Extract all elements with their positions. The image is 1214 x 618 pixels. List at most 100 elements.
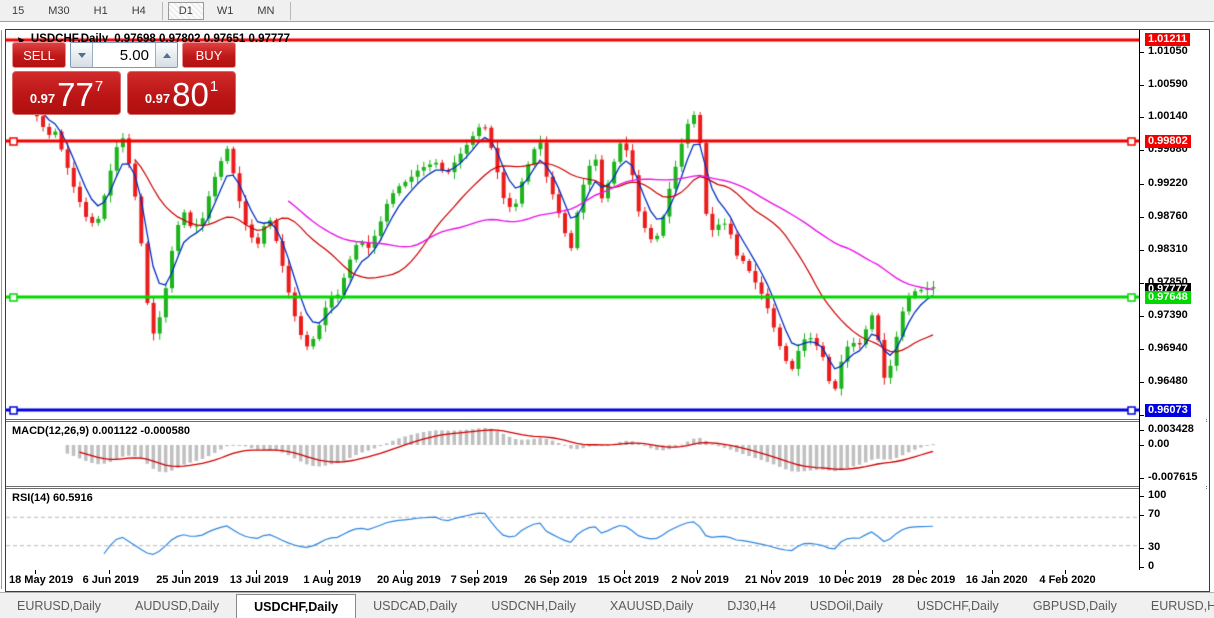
price-level-label: 1.01211 bbox=[1145, 33, 1191, 46]
price-axis-label: 0.96940 bbox=[1148, 342, 1188, 354]
date-axis-label: 1 Aug 2019 bbox=[303, 574, 362, 586]
tab-gbpusd-daily[interactable]: GBPUSD,Daily bbox=[1032, 599, 1117, 613]
indicator-axis-tick bbox=[1140, 548, 1144, 549]
indicator-axis-label: 0 bbox=[1148, 560, 1155, 572]
tab-usdchf-daily[interactable]: USDCHF,Daily bbox=[916, 599, 999, 613]
date-axis-tick bbox=[1065, 570, 1067, 574]
price-axis-tick bbox=[1140, 250, 1144, 251]
price-axis-tick bbox=[1140, 217, 1144, 218]
date-axis-tick bbox=[844, 570, 846, 574]
macd-indicator-label: MACD(12,26,9) 0.001122 -0.000580 bbox=[12, 425, 190, 437]
indicator-axis-tick bbox=[1140, 430, 1144, 431]
indicator-axis-tick bbox=[1140, 567, 1144, 568]
date-axis-label: 4 Feb 2020 bbox=[1039, 574, 1096, 586]
tab-usdcad-daily[interactable]: USDCAD,Daily bbox=[373, 599, 458, 613]
price-axis-label: 0.99220 bbox=[1148, 177, 1188, 189]
date-axis-label: 16 Jan 2020 bbox=[965, 574, 1028, 586]
price-axis-label: 1.01050 bbox=[1148, 45, 1188, 57]
timeframe-button-d1[interactable]: D1 bbox=[167, 1, 204, 20]
date-axis-tick bbox=[771, 570, 772, 574]
indicator-axis-label: 100 bbox=[1148, 489, 1167, 501]
price-axis-border bbox=[1139, 30, 1140, 570]
sell-price-prefix: 0.97 bbox=[29, 91, 56, 106]
panel-divider[interactable] bbox=[6, 486, 1207, 489]
date-axis-tick bbox=[255, 570, 257, 574]
toolbar-separator bbox=[161, 1, 163, 20]
price-level-label: 0.99802 bbox=[1145, 135, 1191, 148]
date-axis-label: 25 Jun 2019 bbox=[156, 574, 219, 586]
date-axis-tick bbox=[182, 570, 184, 574]
date-axis-label: 6 Jun 2019 bbox=[82, 574, 139, 586]
tab-dj30-h4[interactable]: DJ30,H4 bbox=[727, 599, 776, 613]
indicator-axis-tick bbox=[1140, 478, 1144, 479]
date-axis-tick bbox=[476, 570, 478, 574]
toolbar-separator bbox=[290, 1, 292, 20]
price-axis[interactable]: 1.01050 1.00590 1.00140 0.99680 0.99220 0.987… bbox=[1140, 30, 1206, 572]
triangle-up-icon bbox=[162, 52, 171, 58]
volume-spinner: 5.00 bbox=[70, 42, 178, 68]
volume-input[interactable]: 5.00 bbox=[119, 46, 149, 64]
date-axis-tick bbox=[550, 570, 552, 574]
rsi-indicator-label: RSI(14) 60.5916 bbox=[12, 492, 93, 504]
indicator-axis-tick bbox=[1140, 515, 1144, 516]
date-axis[interactable]: 18 May 2019 6 Jun 2019 25 Jun 2019 13 Jul 2… bbox=[6, 570, 1139, 589]
timeframe-button-w1[interactable]: W1 bbox=[216, 4, 234, 17]
timeframe-button-15[interactable]: 15 bbox=[12, 4, 25, 17]
indicator-axis-tick bbox=[1140, 445, 1144, 446]
price-level-label: 0.96073 bbox=[1145, 404, 1191, 417]
price-axis-tick bbox=[1140, 316, 1144, 317]
tab-xauusd-daily[interactable]: XAUUSD,Daily bbox=[609, 599, 694, 613]
date-axis-tick bbox=[329, 570, 331, 574]
buy-price-pip: 1 bbox=[209, 78, 219, 95]
price-axis-label: 1.00590 bbox=[1148, 78, 1188, 90]
price-axis-tick bbox=[1140, 150, 1144, 151]
volume-decrease-button[interactable] bbox=[71, 43, 93, 67]
date-axis-label: 13 Jul 2019 bbox=[229, 574, 289, 586]
rsi-panel-canvas[interactable] bbox=[6, 489, 1139, 570]
timeframe-button-m30[interactable]: M30 bbox=[48, 4, 70, 17]
price-axis-label: 0.96480 bbox=[1148, 375, 1188, 387]
buy-price-box[interactable]: 0.97 80 1 bbox=[127, 71, 236, 115]
indicator-axis-label: 70 bbox=[1148, 508, 1161, 520]
indicator-axis-label: 0.00 bbox=[1148, 438, 1170, 450]
chart-tab-bar: EURUSD,Daily AUDUSD,Daily USDCHF,Daily USDC… bbox=[0, 592, 1214, 618]
tab-audusd-daily[interactable]: AUDUSD,Daily bbox=[135, 599, 220, 613]
date-axis-tick bbox=[623, 570, 625, 574]
price-axis-tick bbox=[1140, 349, 1144, 350]
buy-button[interactable]: BUY bbox=[182, 42, 236, 68]
date-axis-label: 15 Oct 2019 bbox=[597, 574, 659, 586]
panel-divider[interactable] bbox=[6, 419, 1207, 422]
date-axis-label: 21 Nov 2019 bbox=[745, 574, 809, 586]
tab-usdchf-daily[interactable]: USDCHF,Daily bbox=[236, 594, 357, 618]
timeframe-button-h1[interactable]: H1 bbox=[93, 4, 108, 17]
date-axis-label: 10 Dec 2019 bbox=[818, 574, 882, 586]
chart-window: ▲ USDCHF,Daily 0.97698 0.97802 0.97651 0… bbox=[5, 29, 1210, 592]
date-axis-label: 28 Dec 2019 bbox=[892, 574, 956, 586]
price-axis-tick bbox=[1140, 117, 1144, 118]
volume-increase-button[interactable] bbox=[155, 43, 177, 67]
price-axis-tick bbox=[1140, 415, 1144, 416]
price-axis-tick bbox=[1140, 85, 1144, 86]
date-axis-label: 7 Sep 2019 bbox=[450, 574, 508, 586]
date-axis-label: 20 Aug 2019 bbox=[377, 574, 441, 586]
price-axis-tick bbox=[1140, 52, 1144, 53]
sell-button[interactable]: SELL bbox=[12, 42, 66, 68]
timeframe-button-mn[interactable]: MN bbox=[257, 4, 275, 17]
tab-eurusd-daily[interactable]: EURUSD,Daily bbox=[17, 599, 102, 613]
tab-eurusd-h1[interactable]: EURUSD,H1 bbox=[1150, 599, 1214, 613]
price-axis-tick bbox=[1140, 382, 1144, 383]
sell-price-box[interactable]: 0.97 77 7 bbox=[12, 71, 121, 115]
triangle-down-icon bbox=[77, 52, 86, 58]
price-axis-label: 1.00140 bbox=[1148, 110, 1188, 122]
price-axis-tick bbox=[1140, 184, 1144, 185]
one-click-trading-panel: SELL 5.00 BUY 0.97 77 7 0.97 80 1 bbox=[12, 42, 236, 115]
date-axis-tick bbox=[918, 570, 920, 574]
price-level-label: 0.97648 bbox=[1145, 291, 1191, 304]
tab-usdcnh-daily[interactable]: USDCNH,Daily bbox=[491, 599, 576, 613]
timeframe-button-h4[interactable]: H4 bbox=[131, 4, 146, 17]
macd-panel-canvas[interactable] bbox=[6, 422, 1139, 486]
window-edge bbox=[1, 30, 2, 589]
tab-usdoil-daily[interactable]: USDOil,Daily bbox=[809, 599, 883, 613]
date-axis-tick bbox=[35, 570, 36, 574]
